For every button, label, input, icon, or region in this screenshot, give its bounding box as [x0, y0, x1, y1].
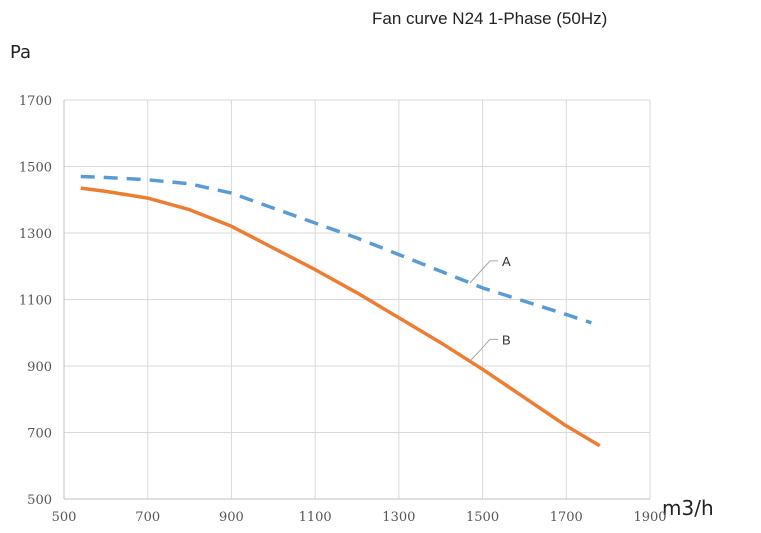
x-tick-label: 900 [219, 510, 244, 525]
series-lines [80, 174, 601, 448]
y-tick-label: 1700 [19, 94, 52, 109]
series-annotations: AB [469, 254, 511, 362]
x-tick-label: 1500 [466, 510, 499, 525]
series-label-a: A [502, 254, 511, 269]
x-tick-label: 1100 [299, 510, 332, 525]
series-label-b: B [502, 332, 511, 347]
axes [63, 100, 650, 500]
series-line-b [80, 186, 601, 448]
x-tick-label: 700 [135, 510, 160, 525]
y-tick-label: 500 [27, 493, 52, 508]
x-axis-label: m3/h [662, 496, 714, 520]
x-tick-label: 1300 [382, 510, 415, 525]
y-tick-label: 1500 [19, 161, 52, 176]
y-tick-label: 1300 [19, 227, 52, 242]
y-tick-label: 900 [27, 360, 52, 375]
grid-lines [64, 99, 651, 499]
y-axis-label: Pa [10, 42, 32, 63]
x-tick-label: 1700 [550, 510, 583, 525]
chart-title: Fan curve N24 1-Phase (50Hz) [372, 9, 608, 28]
y-tick-label: 700 [27, 427, 52, 442]
x-tick-label: 500 [52, 510, 77, 525]
leader-line-b [469, 338, 499, 362]
series-line-a [80, 174, 592, 325]
x-tick-label: 1900 [633, 510, 666, 525]
leader-line-a [469, 260, 499, 284]
tick-labels: 500 700 900 1100 1300 1500 1700 1900 500 700 900 11… [19, 94, 667, 525]
y-tick-label: 1100 [19, 294, 52, 309]
